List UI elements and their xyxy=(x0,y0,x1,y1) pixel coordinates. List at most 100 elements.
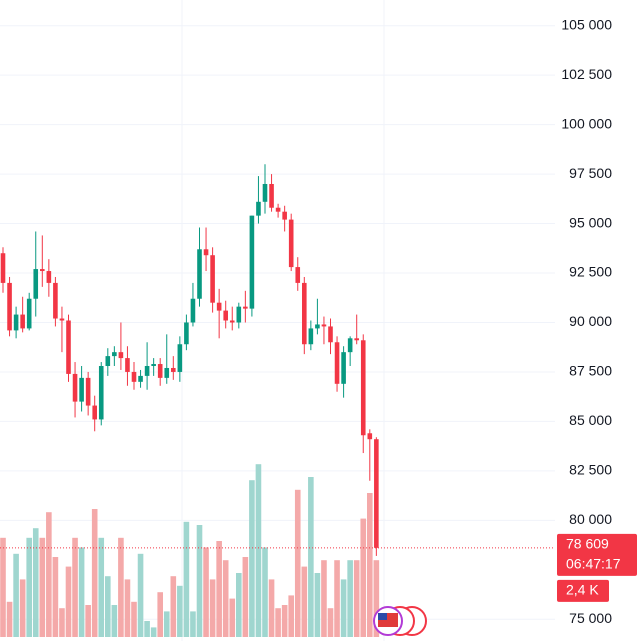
last-volume-label: 2,4 K xyxy=(566,582,599,598)
volume-bar xyxy=(183,521,190,637)
candle-body xyxy=(46,271,52,283)
volume-bar xyxy=(347,560,353,637)
volume-bar xyxy=(249,480,255,637)
volume-bar xyxy=(59,608,65,637)
volume-bar xyxy=(314,573,321,637)
y-tick-label: 100 000 xyxy=(561,115,612,131)
volume-bar xyxy=(288,595,294,637)
candle-body xyxy=(125,358,130,372)
volume-bar xyxy=(268,579,275,637)
volume-bar xyxy=(6,601,13,637)
candle-body xyxy=(295,267,301,283)
candle-body xyxy=(13,314,19,331)
candle-body xyxy=(269,183,274,208)
volume-bar xyxy=(190,611,196,637)
candle-body xyxy=(282,211,287,220)
volume-bar xyxy=(262,547,268,637)
candle-body xyxy=(98,366,104,420)
volume-bar xyxy=(131,601,137,637)
candle-body xyxy=(59,318,65,321)
y-tick-label: 97 500 xyxy=(569,165,612,181)
candle-body xyxy=(20,314,25,329)
candle-body xyxy=(288,219,294,268)
candle-body xyxy=(229,320,235,323)
volume-bar xyxy=(72,537,78,637)
candle-body xyxy=(33,269,39,299)
volume-bar xyxy=(281,605,288,637)
candle-body xyxy=(256,201,261,216)
candle-body xyxy=(347,338,353,353)
candle-body xyxy=(66,320,71,374)
y-tick-label: 85 000 xyxy=(569,412,612,428)
candle-body xyxy=(177,344,183,372)
volume-bar xyxy=(46,512,52,637)
volume-badge xyxy=(557,579,609,602)
volume-bar xyxy=(118,537,124,637)
event-icons[interactable] xyxy=(373,606,427,636)
volume-bar xyxy=(353,560,360,637)
candle-body xyxy=(138,375,143,382)
volume-bar xyxy=(196,525,203,637)
volume-bar xyxy=(301,566,308,637)
candle-body xyxy=(92,405,97,420)
candle-body xyxy=(236,306,242,323)
candle-body xyxy=(144,366,150,376)
candle-body xyxy=(118,352,124,359)
candle-body xyxy=(360,340,366,436)
candle-body xyxy=(171,367,176,372)
candle-body xyxy=(157,364,163,378)
y-tick-label: 102 500 xyxy=(561,66,612,82)
candle-body xyxy=(197,249,202,299)
volume-bar xyxy=(98,537,105,637)
volume-bar xyxy=(19,579,26,637)
y-tick-label: 82 500 xyxy=(569,462,612,478)
y-tick-label: 80 000 xyxy=(569,511,612,527)
volume-bar xyxy=(163,611,170,637)
y-tick-label: 75 000 xyxy=(569,610,612,626)
candle-body xyxy=(190,298,196,323)
volume-bar xyxy=(308,477,314,637)
volume-bar xyxy=(52,557,59,637)
y-tick-label: 92 500 xyxy=(569,264,612,280)
candle-body xyxy=(85,377,91,406)
candle-body xyxy=(210,255,215,303)
volume-bar xyxy=(203,547,209,637)
volume-bar xyxy=(32,528,39,637)
volume-bar xyxy=(85,605,91,637)
volume-bar xyxy=(327,608,334,637)
volume-bar xyxy=(13,553,19,637)
candle-body xyxy=(367,433,373,440)
candle-body xyxy=(131,371,137,382)
y-tick-label: 87 500 xyxy=(569,363,612,379)
candle-body xyxy=(72,373,78,402)
candle-body xyxy=(79,377,84,402)
candle-body xyxy=(203,249,209,256)
candle-body xyxy=(354,338,359,341)
volume-bar xyxy=(294,489,301,637)
y-tick-label: 105 000 xyxy=(561,16,612,32)
candle-body xyxy=(151,364,156,367)
candle-body xyxy=(164,367,170,378)
volume-bar xyxy=(144,621,150,637)
candle-body xyxy=(308,328,314,345)
candle-body xyxy=(184,322,189,345)
volume-bar xyxy=(373,560,380,637)
volume-bar xyxy=(137,553,144,637)
flag xyxy=(378,613,387,620)
volume-bar xyxy=(229,598,236,637)
volume-bar xyxy=(255,464,262,637)
candle-body xyxy=(105,356,111,367)
candle-body xyxy=(112,352,117,357)
candle-body xyxy=(243,306,248,309)
candle-body xyxy=(26,298,32,329)
candle-body xyxy=(374,439,379,548)
candle-body xyxy=(275,207,281,212)
volume-bar xyxy=(177,585,183,637)
candle-body xyxy=(328,326,333,343)
candle-body xyxy=(321,324,327,327)
volume-bar xyxy=(26,537,32,637)
volume-bar xyxy=(222,560,229,637)
volume-bar xyxy=(367,493,373,637)
volume-bar xyxy=(242,557,249,637)
